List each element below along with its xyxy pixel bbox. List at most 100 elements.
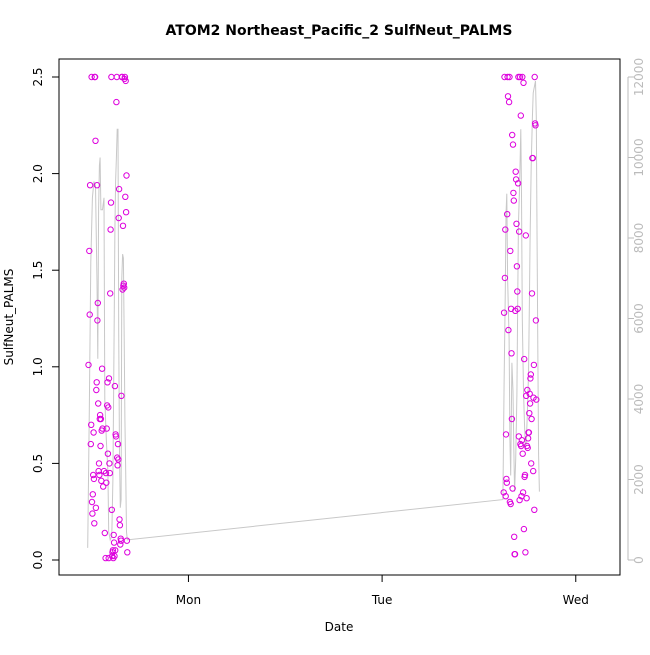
- data-point: [519, 489, 527, 496]
- data-point: [123, 172, 130, 179]
- data-point: [124, 549, 131, 556]
- data-point: [513, 220, 520, 228]
- data-point: [509, 131, 516, 139]
- data-point: [103, 425, 110, 432]
- plot-frame: [58, 58, 621, 576]
- data-point: [511, 551, 519, 558]
- data-point: [526, 390, 533, 397]
- line-layer: [87, 80, 540, 548]
- data-point: [89, 491, 97, 498]
- data-point: [508, 415, 516, 423]
- data-point: [90, 471, 97, 479]
- data-point: [102, 554, 109, 562]
- data-point: [100, 467, 108, 475]
- data-point: [516, 73, 524, 81]
- data-point: [510, 189, 517, 197]
- data-point: [518, 437, 526, 444]
- data-point: [514, 180, 522, 187]
- data-point: [94, 299, 102, 307]
- data-point: [89, 510, 96, 517]
- data-point: [103, 479, 110, 486]
- data-point: [112, 547, 119, 554]
- data-point: [528, 290, 536, 297]
- data-point: [118, 392, 125, 399]
- data-point: [85, 361, 92, 369]
- data-point: [96, 471, 103, 479]
- data-point: [523, 495, 530, 502]
- data-point: [531, 73, 538, 81]
- data-point: [502, 226, 509, 233]
- data-point: [92, 137, 99, 145]
- data-point: [104, 379, 111, 386]
- data-point: [526, 400, 534, 407]
- data-point: [87, 440, 95, 448]
- data-point: [516, 496, 523, 504]
- data-point: [500, 489, 507, 496]
- data-point: [513, 263, 521, 270]
- y-tick-label: 1.0: [31, 357, 45, 376]
- data-point: [109, 547, 117, 554]
- data-point: [105, 375, 113, 382]
- data-point: [509, 485, 516, 492]
- data-point: [88, 421, 95, 428]
- points-layer: [85, 73, 540, 562]
- data-point: [111, 382, 119, 390]
- data-point: [108, 506, 116, 513]
- y2-tick-label: 12000: [632, 58, 646, 96]
- data-point: [532, 122, 539, 129]
- data-point: [121, 73, 129, 81]
- data-point: [520, 525, 528, 533]
- data-point: [500, 309, 508, 316]
- data-point: [514, 305, 521, 312]
- data-point: [523, 392, 530, 399]
- data-point: [93, 386, 100, 394]
- chart-title: ATOM2 Northeast_Pacific_2 SulfNeut_PALMS: [166, 23, 513, 39]
- data-point: [115, 456, 122, 463]
- y2-tick-label: 10000: [632, 138, 646, 176]
- data-point: [533, 396, 540, 403]
- data-point: [122, 209, 130, 216]
- data-point: [524, 444, 531, 452]
- data-point: [92, 504, 100, 511]
- data-point: [121, 284, 128, 291]
- data-point: [504, 211, 511, 218]
- data-point: [528, 415, 535, 423]
- data-point: [97, 442, 104, 450]
- data-point: [509, 141, 517, 148]
- data-point: [505, 326, 512, 334]
- data-point: [530, 467, 537, 475]
- data-point: [91, 520, 98, 527]
- data-point: [512, 168, 519, 175]
- data-point: [88, 73, 95, 81]
- data-point: [521, 471, 529, 479]
- data-point: [527, 375, 534, 382]
- data-point: [520, 79, 527, 87]
- y-tick-label: 2.0: [31, 164, 45, 183]
- data-point: [94, 317, 101, 324]
- data-point: [86, 247, 93, 255]
- data-point: [503, 479, 510, 486]
- data-point: [508, 350, 515, 357]
- data-point: [90, 475, 98, 483]
- data-point: [521, 355, 528, 363]
- data-point: [502, 493, 509, 500]
- y-tick-label: 0.5: [31, 454, 45, 473]
- data-point: [105, 554, 112, 562]
- data-point: [514, 288, 521, 295]
- data-point: [86, 311, 93, 318]
- data-point: [107, 290, 114, 297]
- y2-tick-label: 0: [632, 556, 646, 564]
- data-point: [517, 112, 524, 119]
- data-point: [107, 199, 115, 206]
- data-point: [115, 185, 123, 193]
- data-point: [122, 193, 129, 201]
- data-point: [102, 469, 110, 477]
- data-point: [529, 154, 536, 162]
- data-point: [532, 317, 540, 324]
- data-point: [116, 516, 123, 523]
- data-point: [119, 222, 127, 230]
- data-point: [90, 429, 97, 436]
- data-point: [107, 226, 114, 233]
- data-point: [501, 274, 509, 282]
